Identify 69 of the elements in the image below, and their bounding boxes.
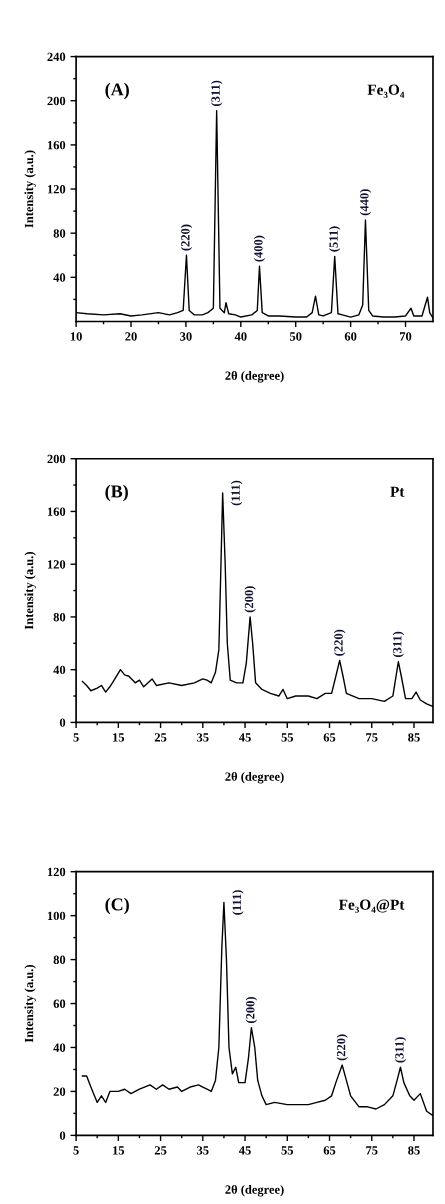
y-tick-label: 240 <box>47 52 66 62</box>
x-tick-label: 15 <box>113 1146 125 1155</box>
y-axis-title: Intensity (a.u.) <box>24 150 36 228</box>
y-tick-label: 120 <box>47 185 66 194</box>
y-tick-label: 160 <box>47 507 66 516</box>
x-tick-label: 20 <box>125 332 137 341</box>
x-tick-label: 45 <box>238 733 251 742</box>
x-tick-label: 25 <box>154 733 167 742</box>
y-tick-label: 0 <box>59 718 66 727</box>
y-tick-label: 200 <box>47 454 66 464</box>
y-tick-label: 200 <box>47 96 66 106</box>
annotation: Fe₃O₄ <box>367 84 405 98</box>
annotation: Pt <box>390 486 405 497</box>
annotation: (400) <box>253 235 266 262</box>
x-tick-label: 10 <box>70 332 82 341</box>
x-tick-label: 25 <box>154 1146 167 1155</box>
x-tick-label: 30 <box>180 332 192 341</box>
annotation: (220) <box>336 1034 348 1061</box>
y-axis-title: Intensity (a.u.) <box>24 552 36 630</box>
y-tick-label: 160 <box>47 140 66 150</box>
annotation: (200) <box>244 586 256 613</box>
x-tick-label: 35 <box>197 733 209 742</box>
y-tick-label: 100 <box>47 911 66 921</box>
x-axis-title: 2θ (degree) <box>225 371 284 383</box>
x-tick-label: 40 <box>234 332 247 341</box>
annotation: (511) <box>329 226 341 252</box>
y-tick-label: 40 <box>53 273 66 282</box>
annotation: (C) <box>105 897 129 915</box>
y-axis-title: Intensity (a.u.) <box>24 965 36 1043</box>
x-tick-label: 45 <box>238 1146 251 1155</box>
x-tick-label: 55 <box>281 733 294 742</box>
y-tick-label: 60 <box>53 999 66 1008</box>
annotation: (311) <box>210 80 223 106</box>
annotation: (B) <box>105 484 128 502</box>
y-tick-label: 120 <box>47 560 66 569</box>
annotation: Fe₃O₄@Pt <box>338 899 405 913</box>
x-tick-label: 70 <box>400 332 412 341</box>
x-tick-label: 85 <box>408 733 420 742</box>
y-tick-label: 80 <box>53 229 66 238</box>
x-tick-label: 5 <box>73 733 79 742</box>
y-tick-label: 40 <box>53 665 66 675</box>
x-axis-title: 2θ (degree) <box>225 1184 284 1197</box>
y-tick-label: 20 <box>53 1087 66 1096</box>
x-tick-label: 85 <box>408 1146 420 1155</box>
x-tick-label: 5 <box>73 1146 79 1155</box>
annotation: (111) <box>230 480 243 506</box>
y-tick-label: 0 <box>59 1131 66 1140</box>
annotation: (220) <box>333 629 346 656</box>
x-tick-label: 65 <box>323 733 336 742</box>
annotation: (220) <box>180 224 193 251</box>
annotation: (200) <box>245 997 258 1023</box>
annotation: (440) <box>359 189 372 216</box>
annotation: (311) <box>394 1037 407 1063</box>
annotation: (111) <box>232 890 244 915</box>
x-axis-title: 2θ (degree) <box>225 771 284 784</box>
y-tick-label: 80 <box>53 612 66 622</box>
x-tick-label: 50 <box>289 332 302 341</box>
y-tick-label: 40 <box>53 1043 66 1052</box>
y-tick-label: 120 <box>47 867 66 877</box>
annotation: (A) <box>105 82 129 100</box>
x-tick-label: 60 <box>344 332 357 341</box>
x-tick-label: 15 <box>113 733 125 742</box>
y-tick-label: 80 <box>53 955 66 965</box>
x-tick-label: 75 <box>366 733 378 742</box>
annotation: (311) <box>392 631 405 658</box>
x-tick-label: 55 <box>281 1146 294 1155</box>
x-tick-label: 35 <box>197 1146 209 1155</box>
x-tick-label: 65 <box>323 1146 336 1155</box>
x-tick-label: 75 <box>366 1146 378 1155</box>
